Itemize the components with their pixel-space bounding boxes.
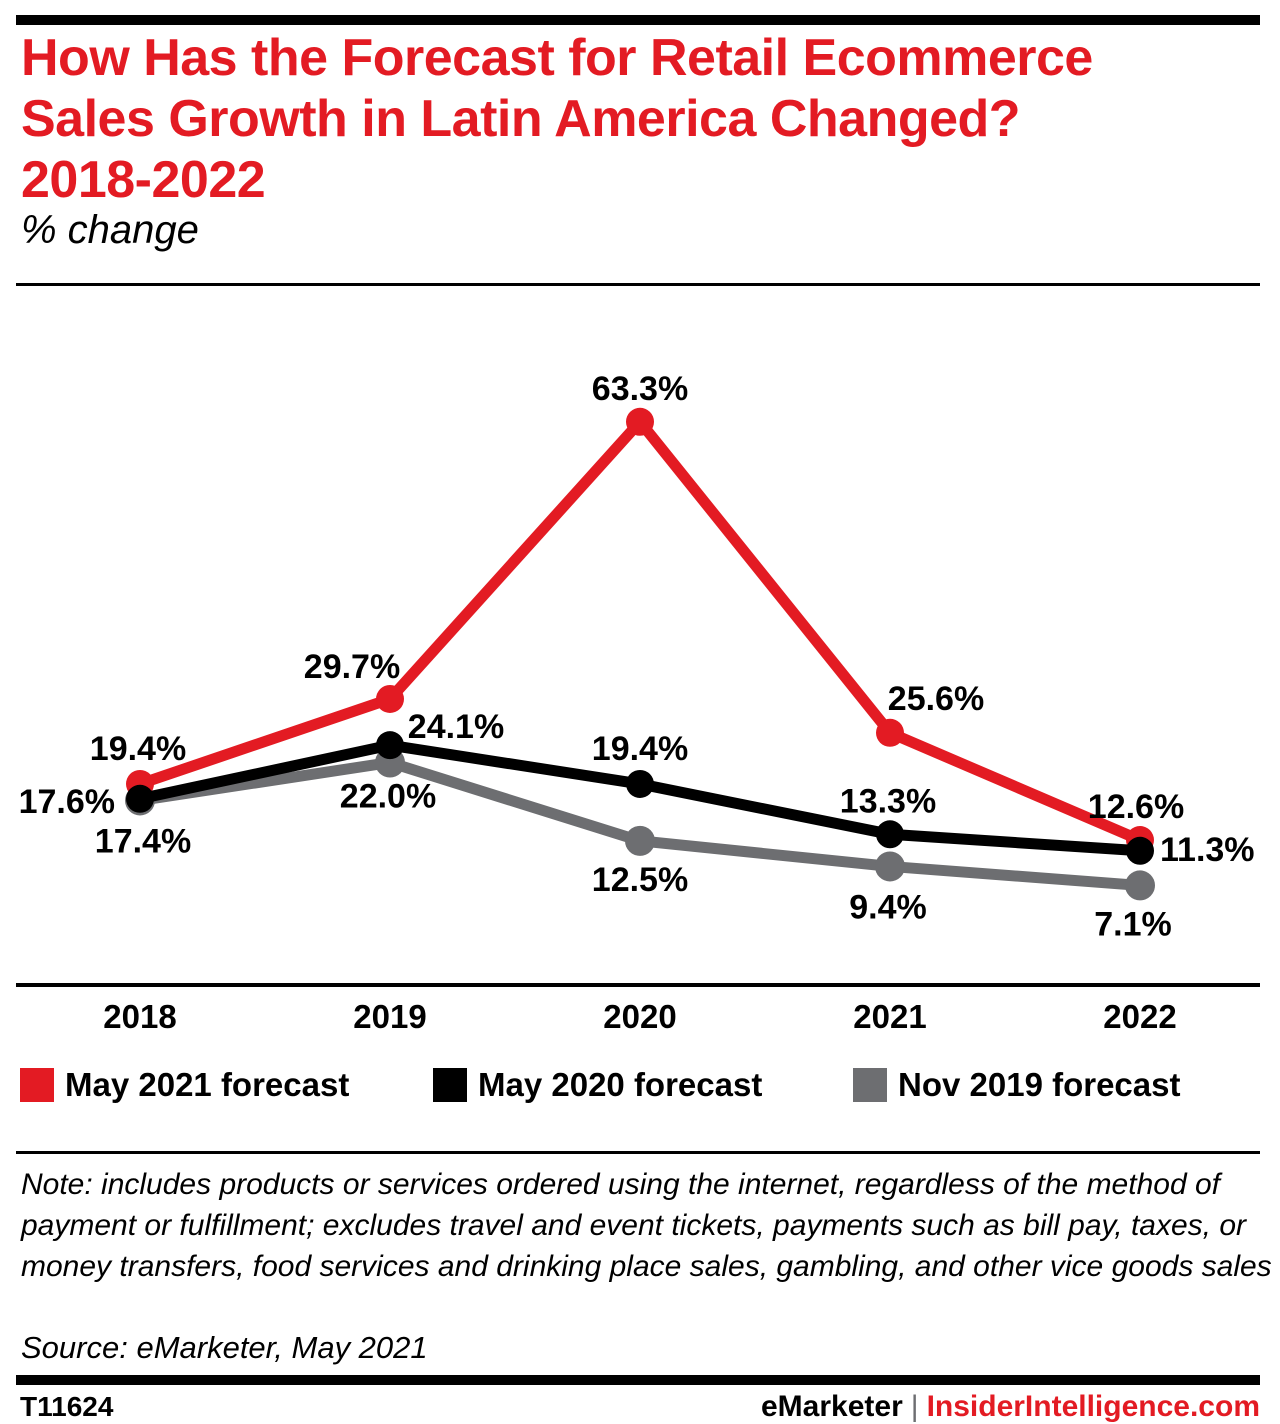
data-label: 63.3% xyxy=(592,370,688,408)
legend-label: May 2020 forecast xyxy=(478,1066,763,1103)
data-label: 11.3% xyxy=(1160,831,1255,869)
x-axis-label: 2019 xyxy=(353,998,426,1035)
note-text: Note: includes products or services orde… xyxy=(21,1168,1272,1283)
data-label: 22.0% xyxy=(340,778,436,816)
data-label: 12.5% xyxy=(592,861,688,899)
source-text: Source: eMarketer, May 2021 xyxy=(21,1330,428,1365)
data-label: 7.1% xyxy=(1094,905,1172,943)
legend-swatch-gray xyxy=(853,1067,887,1102)
chart-title-line-2: Sales Growth in Latin America Changed? xyxy=(21,90,1021,148)
data-label: 19.4% xyxy=(90,730,186,768)
x-axis-label: 2022 xyxy=(1103,998,1176,1035)
legend-item-may-2021-forecast: May 2021 forecast xyxy=(20,1067,349,1102)
top-divider-bar xyxy=(16,15,1260,25)
footer-divider-rule xyxy=(16,1151,1260,1154)
chart-title: How Has the Forecast for Retail Ecommerc… xyxy=(21,28,1201,211)
chart-id: T11624 xyxy=(20,1391,114,1422)
x-axis-label: 2020 xyxy=(603,998,676,1035)
legend-label: Nov 2019 forecast xyxy=(898,1066,1181,1103)
legend-swatch-red xyxy=(20,1067,54,1102)
data-label: 12.6% xyxy=(1088,788,1184,826)
brand-emarketer: eMarketer xyxy=(761,1390,903,1423)
legend-swatch-black xyxy=(433,1067,467,1102)
footer-row: T11624 eMarketer | InsiderIntelligence.com xyxy=(20,1390,1260,1424)
legend-label: May 2021 forecast xyxy=(65,1066,350,1103)
data-label: 19.4% xyxy=(592,730,688,768)
brand-lockup: eMarketer | InsiderIntelligence.com xyxy=(761,1390,1260,1424)
header-divider-rule xyxy=(16,283,1260,286)
legend-item-may-2020-forecast: May 2020 forecast xyxy=(433,1067,762,1102)
data-label: 29.7% xyxy=(304,648,400,686)
chart-title-line-3: 2018-2022 xyxy=(21,151,266,209)
brand-separator: | xyxy=(910,1390,919,1423)
data-label: 24.1% xyxy=(408,708,504,746)
data-label: 17.4% xyxy=(95,822,191,860)
bottom-divider-bar xyxy=(16,1375,1260,1385)
x-axis-label: 2021 xyxy=(853,998,926,1035)
x-axis-label: 2018 xyxy=(103,998,176,1035)
chart-title-line-1: How Has the Forecast for Retail Ecommerc… xyxy=(21,29,1093,87)
chart-subtitle: % change xyxy=(21,208,199,252)
data-label: 17.6% xyxy=(19,783,115,821)
legend-item-nov-2019-forecast: Nov 2019 forecast xyxy=(853,1067,1180,1102)
data-label: 13.3% xyxy=(840,782,936,820)
data-label: 9.4% xyxy=(849,888,927,926)
brand-insider-intelligence-link[interactable]: InsiderIntelligence.com xyxy=(926,1390,1260,1423)
data-label: 25.6% xyxy=(888,680,984,718)
